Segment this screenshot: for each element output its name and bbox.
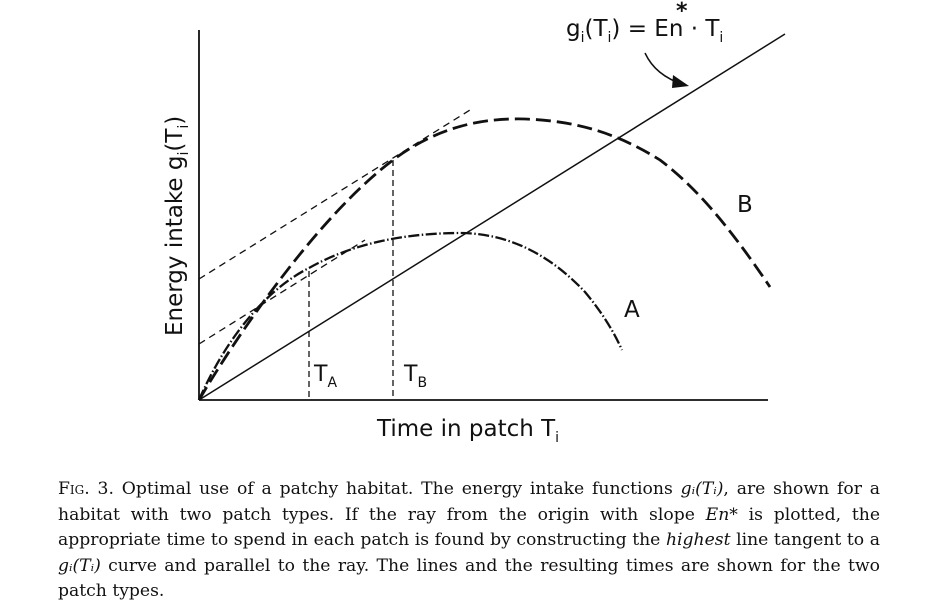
tb-label: TB — [403, 362, 427, 391]
caption-text-3: is plotted, the appropriate time to spen… — [58, 504, 880, 551]
ray-line — [198, 33, 786, 401]
x-axis-label: Time in patch Ti — [376, 416, 559, 446]
ta-label: TA — [313, 362, 337, 391]
caption-g-ti-2: gᵢ(Tᵢ) — [58, 555, 101, 576]
curve-b — [197, 117, 772, 401]
tangent-line-a — [198, 239, 366, 345]
caption-text-1: Optimal use of a patchy habitat. The ene… — [113, 479, 681, 500]
caption-text-4: line tangent to a — [730, 530, 880, 551]
tangent-line-b — [198, 109, 471, 280]
equation-label: gi(Ti) = En · Ti — [566, 16, 723, 46]
y-axis-label: Energy intake gi(Ti) — [162, 116, 192, 336]
figure-plot: gi(Ti) = En · Ti * Energy intake gi(Ti) … — [162, 0, 786, 446]
curve-a — [197, 231, 624, 401]
caption-text-2: , are shown for a habitat with two patch… — [58, 479, 880, 525]
curve-a-label: A — [624, 297, 640, 323]
figure-number: Fig. 3. — [58, 479, 114, 500]
caption-g-ti-1: gᵢ(Tᵢ) — [680, 479, 724, 500]
equation-star: * — [676, 0, 688, 24]
caption-highest: highest — [665, 530, 731, 551]
equation-arrowhead — [672, 75, 689, 88]
figure-caption: Fig. 3. Optimal use of a patchy habitat.… — [58, 477, 880, 605]
curve-b-label: B — [737, 192, 753, 218]
caption-text-5: curve and parallel to the ray. The lines… — [58, 555, 880, 602]
caption-en-star: En* — [705, 504, 738, 525]
